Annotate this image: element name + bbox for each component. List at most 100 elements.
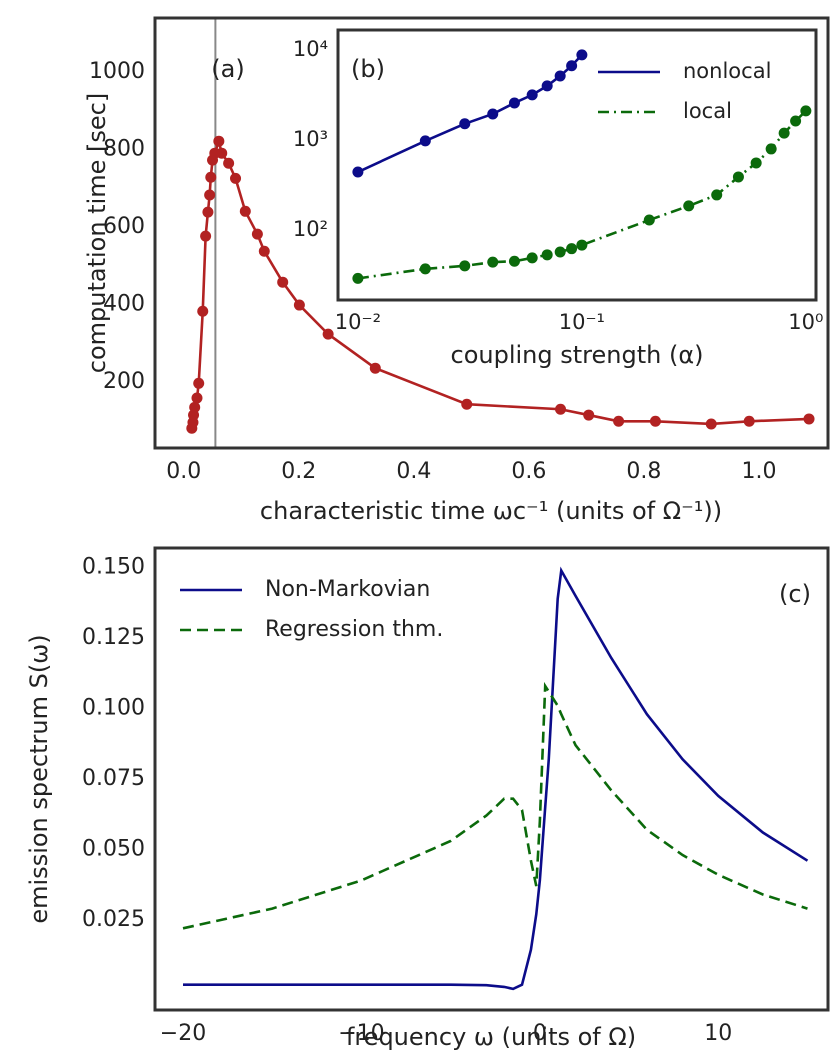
- data-point: [583, 409, 595, 421]
- data-point: [576, 49, 588, 61]
- data-point: [223, 157, 235, 169]
- data-point: [352, 166, 364, 178]
- data-point: [683, 200, 695, 212]
- data-point: [765, 143, 777, 155]
- data-point: [419, 263, 431, 275]
- legend-label: Non-Markovian: [265, 577, 430, 602]
- y-tick-label: 10²: [293, 217, 328, 241]
- data-point: [541, 249, 553, 261]
- legend-label: Regression thm.: [265, 617, 443, 642]
- data-line: [182, 681, 808, 930]
- data-point: [555, 403, 567, 415]
- data-point: [202, 206, 214, 218]
- x-tick-label: 0: [533, 1021, 547, 1046]
- data-point: [705, 418, 717, 430]
- data-point: [554, 246, 566, 258]
- data-point: [487, 256, 499, 268]
- y-tick-label: 1000: [89, 59, 145, 84]
- x-tick-label: 0.6: [511, 459, 546, 484]
- x-tick-label: 10: [704, 1021, 732, 1046]
- data-point: [750, 157, 762, 169]
- data-point: [352, 272, 364, 284]
- y-tick-label: 0.050: [82, 836, 145, 861]
- y-tick-label: 200: [103, 369, 145, 394]
- data-point: [193, 377, 205, 389]
- data-point: [800, 105, 812, 117]
- x-tick-label: 1.0: [741, 459, 776, 484]
- data-point: [554, 70, 566, 82]
- data-point: [293, 299, 305, 311]
- y-axis-label: computation time [sec]: [83, 93, 111, 373]
- y-tick-label: 0.075: [82, 766, 145, 791]
- y-tick-label: 0.125: [82, 625, 145, 650]
- data-point: [204, 189, 216, 201]
- y-tick-label: 10³: [293, 127, 328, 151]
- y-tick-label: 0.150: [82, 555, 145, 580]
- data-point: [613, 415, 625, 427]
- data-point: [576, 239, 588, 251]
- data-point: [189, 401, 201, 413]
- data-point: [191, 392, 203, 404]
- data-point: [643, 214, 655, 226]
- x-tick-label: 0.2: [281, 459, 316, 484]
- y-tick-label: 0.025: [82, 907, 145, 932]
- data-point: [216, 147, 228, 159]
- data-point: [566, 60, 578, 72]
- y-tick-label: 800: [103, 137, 145, 162]
- data-point: [790, 115, 802, 127]
- data-point: [459, 260, 471, 272]
- axes-frame: [153, 16, 830, 450]
- legend-label: local: [683, 99, 732, 123]
- panel-label: (a): [211, 55, 244, 83]
- x-tick-label: 10⁻²: [335, 310, 381, 334]
- x-axis-label: frequency ω (units of Ω): [346, 1023, 636, 1051]
- data-point: [526, 89, 538, 101]
- x-tick-label: 0.4: [396, 459, 431, 484]
- y-tick-label: 400: [103, 292, 145, 317]
- data-point: [461, 398, 473, 410]
- data-point: [711, 189, 723, 201]
- data-point: [803, 413, 815, 425]
- data-point: [459, 118, 471, 130]
- data-point: [277, 276, 289, 288]
- x-tick-label: 10⁰: [788, 310, 823, 334]
- data-point: [205, 171, 217, 183]
- y-tick-label: 10⁴: [293, 37, 328, 61]
- data-line: [183, 566, 809, 991]
- data-point: [419, 135, 431, 147]
- x-tick-label: −20: [160, 1021, 206, 1046]
- data-point: [230, 172, 242, 184]
- plot-area: [155, 548, 828, 1010]
- data-point: [251, 228, 263, 240]
- panel-label: (b): [351, 55, 385, 83]
- data-point: [508, 97, 520, 109]
- x-tick-label: 10⁻¹: [559, 310, 605, 334]
- data-point: [743, 415, 755, 427]
- x-axis-label: characteristic time ωc⁻¹ (units of Ω⁻¹)): [260, 497, 722, 525]
- data-point: [566, 243, 578, 255]
- x-tick-label: 0.8: [626, 459, 661, 484]
- x-axis-label: coupling strength (α): [451, 341, 704, 369]
- axes-frame: [336, 28, 818, 302]
- plot-area: [338, 30, 816, 300]
- data-point: [508, 255, 520, 267]
- data-point: [239, 205, 251, 217]
- y-tick-label: 600: [103, 214, 145, 239]
- data-point: [322, 328, 334, 340]
- data-point: [778, 127, 790, 139]
- data-point: [197, 305, 209, 317]
- y-axis-label: emission spectrum S(ω): [25, 634, 53, 923]
- data-line: [357, 53, 583, 174]
- data-point: [487, 108, 499, 120]
- data-point: [526, 252, 538, 264]
- x-tick-label: −10: [338, 1021, 384, 1046]
- x-tick-label: 0.0: [166, 459, 201, 484]
- data-point: [200, 230, 212, 242]
- data-point: [732, 171, 744, 183]
- data-point: [213, 135, 225, 147]
- axes-frame: [153, 546, 830, 1012]
- y-tick-label: 0.100: [82, 696, 145, 721]
- legend-label: nonlocal: [683, 59, 771, 83]
- panel-label: (c): [779, 580, 811, 608]
